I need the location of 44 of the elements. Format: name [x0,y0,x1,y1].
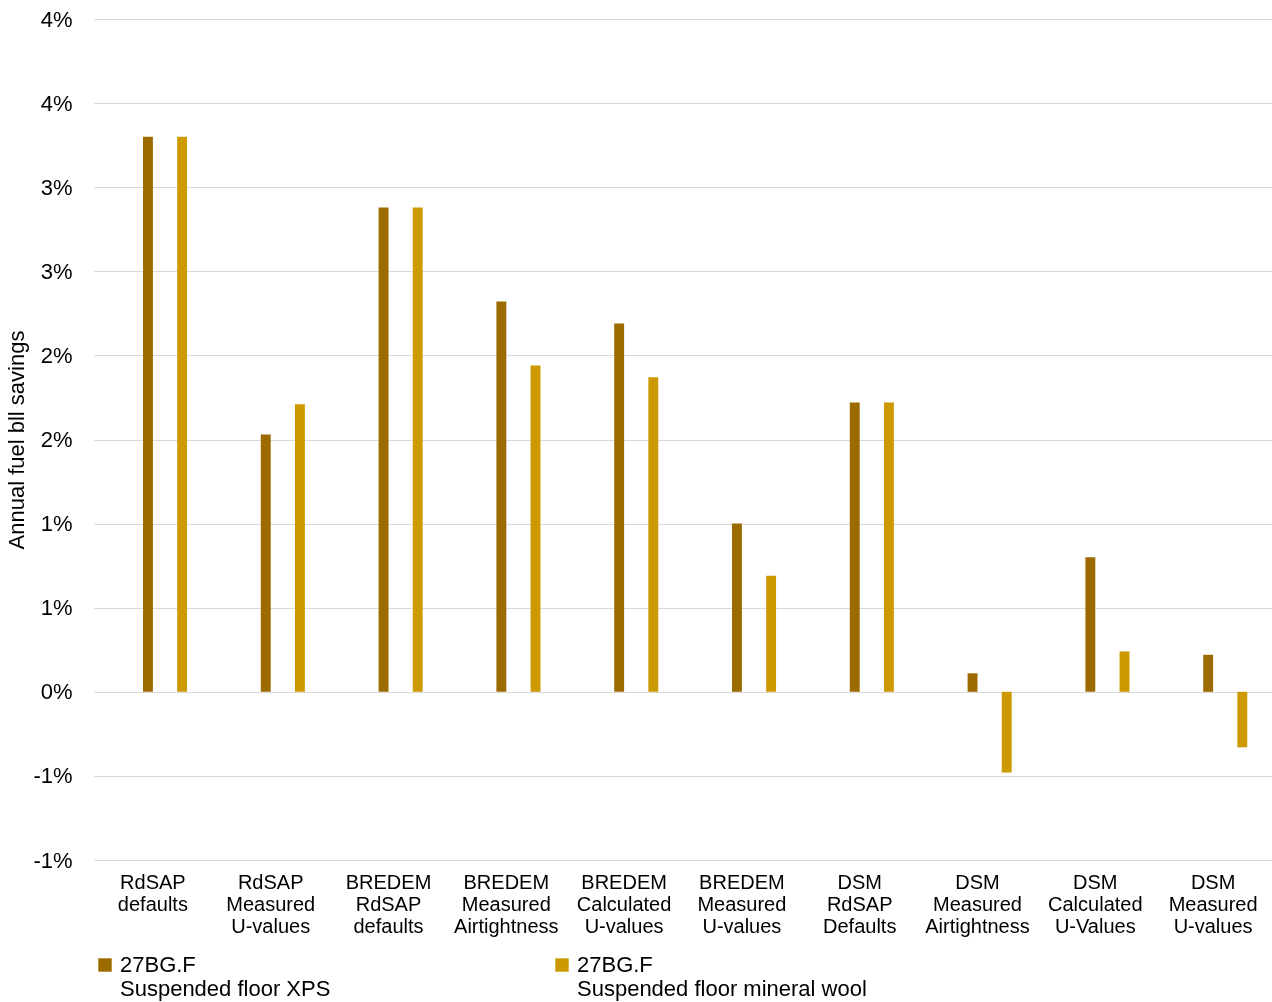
bar [1085,557,1096,692]
x-tick-label: BREDEM Measured Airtightness [454,870,559,937]
y-tick-label: 3% [40,258,73,284]
legend-label: 27BG.F Suspended floor XPS [120,952,331,1001]
y-axis-title: Annual fuel bll savings [4,330,30,550]
y-tick-label: 0% [40,679,73,705]
bar [766,575,777,692]
y-tick-label: 1% [40,511,73,537]
bar [260,434,271,692]
x-tick-label: RdSAP defaults [117,870,188,915]
x-tick-label: DSM RdSAP Defaults [823,870,897,937]
y-tick-label: 2% [40,342,73,368]
bar [1237,691,1248,748]
bar [496,301,507,692]
y-tick-label: 3% [40,174,73,200]
x-tick-label: BREDEM RdSAP defaults [345,870,432,937]
y-tick-label: -1% [33,763,73,789]
x-tick-label: BREDEM Calculated U-values [576,870,672,937]
bar [614,323,625,692]
x-tick-label: DSM Measured U-values [1168,870,1258,937]
y-tick-label: 4% [40,90,73,116]
x-tick-label: BREDEM Measured U-values [697,870,787,937]
bar [177,136,188,692]
bar [412,207,423,692]
bar [883,402,894,692]
bar [731,523,742,692]
y-tick-label: 2% [40,427,73,452]
y-tick-label: 1% [40,595,73,621]
bar [142,136,153,692]
y-tick-label: 4% [40,6,73,32]
bar [378,207,389,692]
bar [967,673,978,692]
bar [849,402,860,692]
x-tick-label: RdSAP Measured U-values [226,870,316,937]
bar [1119,651,1130,692]
bar [530,365,541,692]
bar [648,377,659,692]
legend-label: 27BG.F Suspended floor mineral wool [577,952,867,1001]
x-tick-label: DSM Measured Airtightness [925,870,1030,937]
bar [1001,691,1012,773]
x-tick-label: DSM Calculated U-Values [1048,870,1143,937]
bar [1203,654,1214,692]
bar [294,404,305,692]
y-tick-label: -1% [33,847,73,873]
